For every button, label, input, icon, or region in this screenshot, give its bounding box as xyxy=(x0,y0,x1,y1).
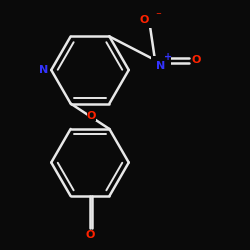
Text: N: N xyxy=(40,65,49,75)
Text: ⁻: ⁻ xyxy=(155,11,161,21)
Text: O: O xyxy=(140,15,149,25)
Text: O: O xyxy=(85,230,95,240)
Text: O: O xyxy=(191,55,200,65)
Text: N: N xyxy=(156,61,166,71)
Text: O: O xyxy=(86,111,96,121)
Text: +: + xyxy=(164,52,172,62)
